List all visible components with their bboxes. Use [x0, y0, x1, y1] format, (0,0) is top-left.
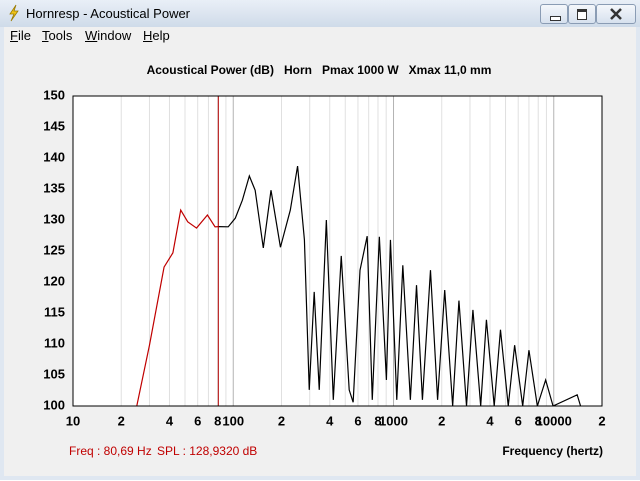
x-tick-label: 4: [486, 413, 494, 428]
x-tick-label: 6: [354, 413, 361, 428]
menu-item[interactable]: Help: [143, 28, 170, 43]
y-tick-label: 115: [44, 304, 65, 319]
x-tick-label: 1000: [379, 413, 408, 428]
client-area: Acoustical Power (dB) Horn Pmax 1000 W X…: [4, 45, 636, 476]
chart-title: Acoustical Power (dB) Horn Pmax 1000 W X…: [147, 63, 492, 77]
y-tick-label: 135: [43, 180, 65, 195]
x-tick-label: 6: [194, 413, 201, 428]
x-tick-label: 4: [326, 413, 334, 428]
x-tick-label: 6: [515, 413, 522, 428]
x-tick-label: 2: [278, 413, 285, 428]
plot-area: [73, 96, 602, 406]
status-spl: SPL : 128,9320 dB: [157, 444, 257, 458]
x-tick-label: 8: [535, 413, 542, 428]
x-axis-label: Frequency (hertz): [502, 444, 603, 458]
menu-item[interactable]: Tools: [42, 28, 73, 43]
y-tick-label: 120: [43, 273, 65, 288]
y-tick-label: 110: [44, 335, 65, 350]
y-tick-label: 140: [43, 149, 65, 164]
x-tick-label: 100: [222, 413, 244, 428]
maximize-button[interactable]: [568, 4, 596, 24]
close-icon: [610, 8, 622, 20]
x-tick-label: 10000: [536, 413, 572, 428]
x-tick-label: 8: [374, 413, 381, 428]
x-tick-label: 2: [598, 413, 605, 428]
status-freq: Freq : 80,69 Hz: [69, 444, 152, 458]
x-tick-label: 10: [66, 413, 80, 428]
close-button[interactable]: [596, 4, 636, 24]
y-tick-label: 145: [43, 118, 65, 133]
y-tick-label: 125: [43, 242, 65, 257]
y-tick-label: 105: [43, 366, 65, 381]
series-line: [136, 208, 219, 406]
x-tick-label: 2: [438, 413, 445, 428]
menu-item[interactable]: File: [10, 28, 31, 43]
title-bar: Hornresp - Acoustical Power: [0, 0, 640, 27]
menu-item[interactable]: Window: [85, 28, 132, 43]
chart: Acoustical Power (dB) Horn Pmax 1000 W X…: [43, 63, 605, 458]
app-icon: [9, 4, 19, 22]
menu-bar: File Tools Window Help: [4, 27, 636, 45]
x-tick-label: 4: [166, 413, 174, 428]
x-tick-label: 2: [118, 413, 125, 428]
y-tick-label: 150: [43, 87, 65, 102]
y-tick-label: 130: [43, 211, 65, 226]
x-tick-label: 8: [214, 413, 221, 428]
plot-border: [72, 95, 603, 407]
minimize-button[interactable]: [540, 4, 568, 24]
y-tick-label: 100: [43, 397, 65, 412]
window-title: Hornresp - Acoustical Power: [26, 6, 191, 21]
series-line: [218, 165, 582, 406]
